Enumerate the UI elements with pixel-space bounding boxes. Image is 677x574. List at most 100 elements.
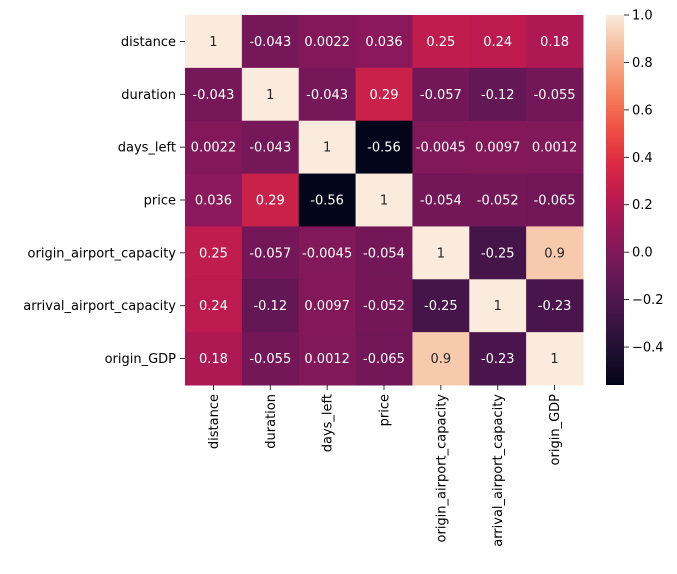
- cell-value-label-5-2: 0.0097: [304, 299, 350, 314]
- colorbar-tick-label: 1.0: [632, 9, 653, 24]
- cell-value-label-5-4: -0.25: [424, 299, 458, 314]
- row-label-duration: duration: [121, 88, 176, 103]
- colorbar-tick-label: −0.2: [632, 293, 664, 308]
- heatmap-cell-5-5: [469, 279, 527, 333]
- heatmap-cell-2-6: [526, 120, 584, 175]
- heatmap-cell-1-3: [355, 67, 413, 122]
- row-label-arrival_airport_capacity: arrival_airport_capacity: [23, 299, 176, 314]
- heatmap-cell-1-4: [412, 67, 470, 122]
- heatmap-cell-5-1: [241, 279, 300, 333]
- cell-value-label-2-2: 1: [323, 141, 331, 156]
- heatmap-cell-2-1: [241, 120, 300, 175]
- heatmap-cell-0-0: [185, 15, 243, 69]
- cell-value-label-5-3: -0.052: [363, 299, 405, 314]
- heatmap-cell-6-0: [185, 332, 243, 386]
- heatmap-cell-3-0: [185, 173, 243, 227]
- column-label-distance: distance: [207, 394, 222, 449]
- heatmap-cell-3-4: [412, 173, 470, 227]
- heatmap-cell-2-2: [298, 120, 357, 175]
- column-label-days_left: days_left: [321, 394, 336, 452]
- heatmap-cell-5-2: [298, 279, 357, 333]
- cell-value-label-3-4: -0.054: [420, 194, 462, 209]
- heatmap-cell-1-5: [469, 67, 527, 122]
- heatmap-cell-3-6: [526, 173, 584, 227]
- heatmap-cell-1-6: [526, 67, 584, 122]
- heatmap-cell-6-4: [412, 332, 470, 386]
- heatmap-cell-3-5: [469, 173, 527, 227]
- cell-value-label-1-0: -0.043: [192, 88, 234, 103]
- cell-value-label-5-1: -0.12: [253, 299, 287, 314]
- cell-value-label-1-6: -0.055: [534, 88, 576, 103]
- heatmap-cell-6-2: [298, 332, 357, 386]
- heatmap-cell-4-5: [469, 226, 527, 280]
- heatmap-cell-2-3: [355, 120, 413, 175]
- row-label-origin_GDP: origin_GDP: [105, 352, 177, 367]
- colorbar-tick-label: 0.0: [632, 246, 653, 261]
- heatmap-cell-0-1: [241, 15, 300, 69]
- heatmap-cell-4-6: [526, 226, 584, 280]
- column-labels: distance duration days_left price origin_air…: [207, 385, 563, 547]
- cell-value-label-0-6: 0.18: [540, 35, 569, 50]
- cell-value-label-5-0: 0.24: [199, 299, 228, 314]
- cell-value-label-1-4: -0.057: [420, 88, 462, 103]
- cell-value-label-3-3: 1: [380, 194, 388, 209]
- heatmap-cell-5-0: [185, 279, 243, 333]
- colorbar-tick-label: 0.2: [632, 198, 653, 213]
- heatmap-cell-5-3: [355, 279, 413, 333]
- cell-value-label-4-2: -0.0045: [302, 246, 352, 261]
- cell-value-label-2-6: 0.0012: [532, 141, 578, 156]
- heatmap-cell-4-1: [241, 226, 300, 280]
- cell-value-label-6-0: 0.18: [199, 352, 228, 367]
- heatmap-cell-0-6: [526, 15, 584, 69]
- heatmap-cell-4-2: [298, 226, 357, 280]
- column-label-duration: duration: [264, 394, 279, 449]
- cell-value-label-3-0: 0.036: [195, 194, 232, 209]
- column-label-arrival_airport_capacity: arrival_airport_capacity: [491, 394, 506, 547]
- heatmap-cell-0-5: [469, 15, 527, 69]
- cell-value-label-6-6: 1: [550, 352, 558, 367]
- colorbar-tick-label: 0.4: [632, 151, 653, 166]
- cell-value-label-4-4: 1: [437, 246, 445, 261]
- row-label-origin_airport_capacity: origin_airport_capacity: [28, 246, 177, 261]
- heatmap-cell-3-3: [355, 173, 413, 227]
- cell-value-label-3-6: -0.065: [534, 194, 576, 209]
- cell-value-label-1-3: 0.29: [370, 88, 399, 103]
- heatmap-cell-6-5: [469, 332, 527, 386]
- row-label-price: price: [144, 194, 176, 209]
- cell-value-label-4-6: 0.9: [544, 246, 565, 261]
- heatmap-cell-6-3: [355, 332, 413, 386]
- cell-value-label-3-5: -0.052: [477, 194, 519, 209]
- column-label-price: price: [378, 394, 393, 426]
- cell-value-label-2-4: -0.0045: [416, 141, 466, 156]
- cell-value-label-6-1: -0.055: [249, 352, 291, 367]
- cell-value-label-4-0: 0.25: [199, 246, 228, 261]
- cell-value-label-0-1: -0.043: [249, 35, 291, 50]
- cell-value-label-4-5: -0.25: [481, 246, 515, 261]
- cell-value-label-5-5: 1: [494, 299, 502, 314]
- cell-value-label-2-0: 0.0022: [191, 141, 237, 156]
- cell-value-label-0-2: 0.0022: [304, 35, 350, 50]
- colorbar-tick-label: −0.4: [632, 341, 664, 356]
- heatmap-cell-6-6: [526, 332, 584, 386]
- heatmap-cell-4-3: [355, 226, 413, 280]
- heatmap-cell-4-4: [412, 226, 470, 280]
- cell-value-label-2-5: 0.0097: [475, 141, 521, 156]
- heatmap-cell-1-0: [185, 67, 243, 122]
- cell-value-label-3-2: -0.56: [310, 194, 344, 209]
- cell-value-label-0-5: 0.24: [483, 35, 512, 50]
- colorbar: −0.4 −0.2 0.0 0.2 0.4 0.6 0.8 1.0: [606, 9, 664, 385]
- heatmap-cell-4-0: [185, 226, 243, 280]
- heatmap-cell-0-4: [412, 15, 470, 69]
- cell-value-label-4-1: -0.057: [249, 246, 291, 261]
- cell-value-label-1-5: -0.12: [481, 88, 515, 103]
- heatmap-cell-1-2: [298, 67, 357, 122]
- cell-value-label-6-3: -0.065: [363, 352, 405, 367]
- row-label-days_left: days_left: [118, 141, 176, 156]
- heatmap-cell-0-3: [355, 15, 413, 69]
- column-label-origin_GDP: origin_GDP: [548, 394, 563, 466]
- cell-value-label-6-5: -0.23: [481, 352, 515, 367]
- cell-value-label-0-0: 1: [209, 35, 217, 50]
